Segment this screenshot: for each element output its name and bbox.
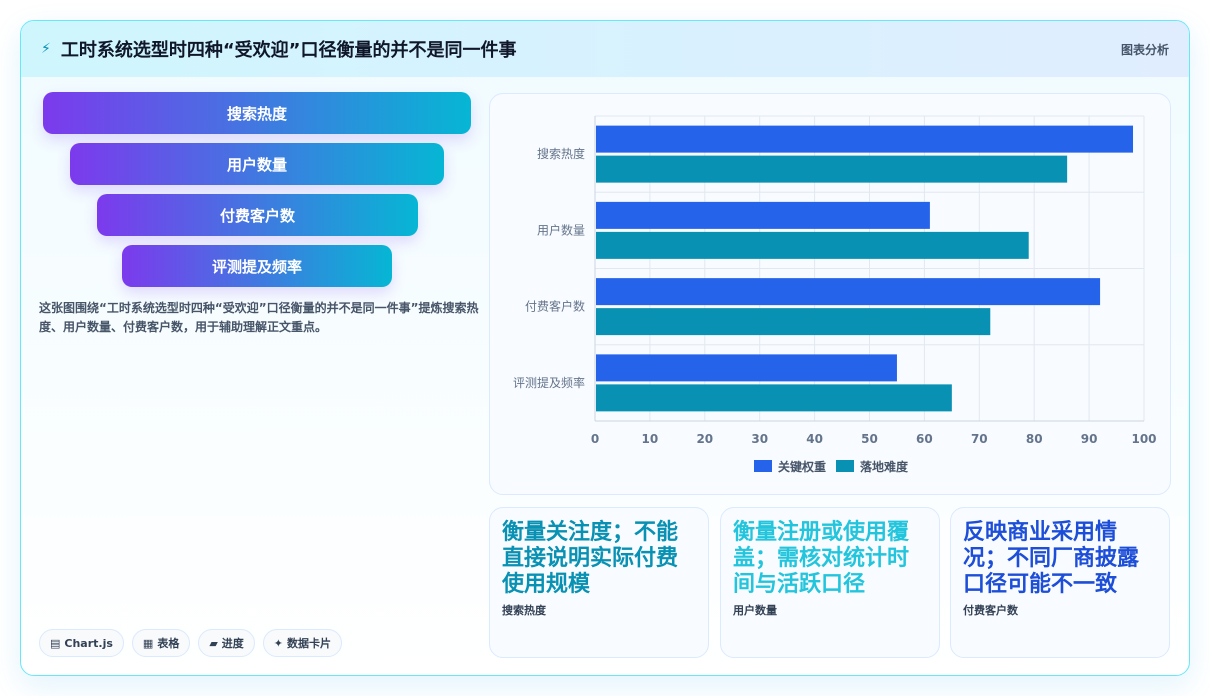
x-tick-label: 0 (591, 432, 599, 446)
bar-difficulty (596, 308, 991, 336)
chart-panel: 0 10 20 30 40 50 60 70 80 90 100 搜索热度用户数量付费客户数评测提及频… (489, 93, 1171, 495)
funnel-item-3: 付费客户数 (97, 194, 418, 236)
x-tick-label: 90 (1081, 432, 1098, 446)
chart-analysis-tag: 图表分析 (1120, 42, 1169, 57)
stat-label: 搜索热度 (502, 604, 546, 617)
sparkle-icon: ✦ (273, 636, 284, 650)
chip-datacard[interactable]: ✦ 数据卡片 (262, 629, 343, 657)
x-tick-label: 40 (806, 432, 823, 446)
x-tick-label: 10 (642, 432, 659, 446)
y-tick-label: 用户数量 (537, 222, 585, 237)
chip-label: Chart.js (64, 636, 113, 650)
main-card: ⚡ 工时系统选型时四种“受欢迎”口径衡量的并不是同一件事 图表分析 搜索热度 用… (20, 20, 1190, 676)
page-title: 工时系统选型时四种“受欢迎”口径衡量的并不是同一件事 (60, 40, 517, 61)
x-tick-label: 60 (916, 432, 933, 446)
legend-swatch (836, 460, 854, 472)
x-tick-label: 70 (971, 432, 988, 446)
funnel-item-1: 搜索热度 (43, 92, 471, 134)
x-tick-label: 100 (1131, 432, 1156, 446)
x-tick-label: 20 (696, 432, 713, 446)
bar-difficulty (596, 155, 1068, 183)
chip-label: 数据卡片 (287, 637, 332, 650)
bar-weight (596, 278, 1101, 306)
chart-icon: ▤ (50, 636, 61, 650)
x-tick-label: 80 (1026, 432, 1043, 446)
chip-chartjs[interactable]: ▤ Chart.js (39, 629, 124, 657)
stat-card-3: 反映商业采用情况；不同厂商披露口径可能不一致 付费客户数 (950, 507, 1170, 658)
funnel-item-4: 评测提及频率 (122, 245, 392, 287)
stat-headline: 衡量注册或使用覆盖；需核对统计时间与活跃口径 (733, 520, 910, 597)
bolt-icon: ⚡ (41, 41, 51, 57)
funnel-item-2: 用户数量 (70, 143, 444, 185)
stat-card-1: 衡量关注度；不能直接说明实际付费使用规模 搜索热度 (489, 507, 709, 658)
chip-row: ▤ Chart.js ▦ 表格 ▰ 进度 ✦ 数据卡片 (39, 629, 343, 657)
y-tick-label: 付费客户数 (525, 299, 585, 314)
description: 这张图围绕“工时系统选型时四种“受欢迎”口径衡量的并不是同一件事”提炼搜索热度、… (39, 301, 479, 334)
x-tick-label: 30 (751, 432, 768, 446)
chip-label: 表格 (157, 637, 180, 650)
chip-label: 进度 (221, 637, 244, 650)
chip-table[interactable]: ▦ 表格 (131, 629, 191, 657)
stat-headline: 反映商业采用情况；不同厂商披露口径可能不一致 (963, 520, 1140, 597)
y-tick-label: 评测提及频率 (513, 375, 585, 390)
bar-weight (596, 354, 897, 382)
y-tick-label: 搜索热度 (537, 146, 585, 161)
table-icon: ▦ (142, 636, 154, 650)
header: ⚡ 工时系统选型时四种“受欢迎”口径衡量的并不是同一件事 图表分析 (21, 21, 1189, 77)
legend-swatch (754, 460, 772, 472)
bar-weight (596, 125, 1134, 153)
legend-label: 关键权重 (778, 459, 826, 474)
x-tick-label: 50 (861, 432, 878, 446)
stat-label: 用户数量 (733, 604, 777, 617)
stat-label: 付费客户数 (963, 604, 1018, 617)
stat-card-2: 衡量注册或使用覆盖；需核对统计时间与活跃口径 用户数量 (720, 507, 940, 658)
legend-label: 落地难度 (860, 459, 909, 474)
chip-progress[interactable]: ▰ 进度 (198, 629, 255, 657)
bar-weight (596, 201, 930, 229)
stat-headline: 衡量关注度；不能直接说明实际付费使用规模 (502, 520, 679, 597)
progress-icon: ▰ (209, 636, 218, 650)
bar-difficulty (596, 231, 1029, 259)
bar-difficulty (596, 384, 952, 412)
bar-chart: 0 10 20 30 40 50 60 70 80 90 100 搜索热度用户数量付费客户数评测提及频… (513, 115, 1157, 474)
